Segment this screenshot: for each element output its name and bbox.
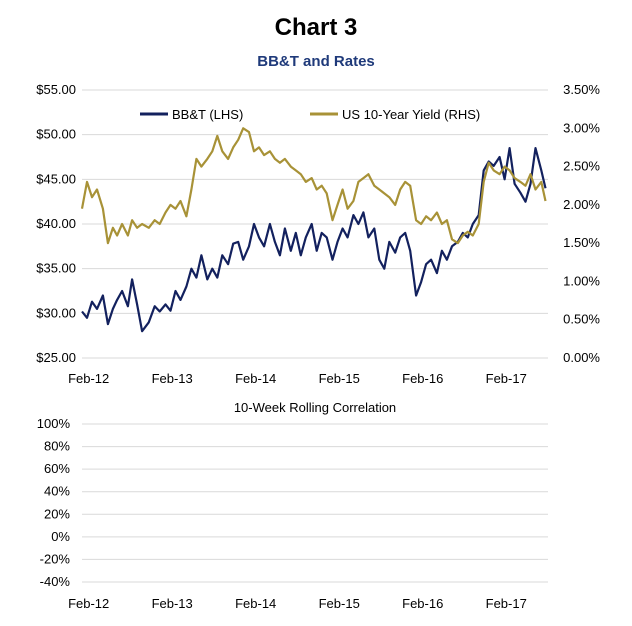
left-axis-tick-label: $40.00 [36,216,76,231]
x-axis-tick-label: Feb-13 [152,371,193,386]
legend-label-yield: US 10-Year Yield (RHS) [342,107,480,122]
legend-label-bbt: BB&T (LHS) [172,107,243,122]
left-axis-tick-label: $55.00 [36,82,76,97]
chart-subtitle: BB&T and Rates [257,53,375,70]
right-axis-tick-label: 1.50% [563,235,600,250]
left-axis-tick-label: $50.00 [36,127,76,142]
right-axis-tick-label: 3.00% [563,120,600,135]
correlation-x-tick-label: Feb-15 [319,596,360,611]
correlation-y-tick-label: 100% [37,416,71,431]
x-axis-tick-label: Feb-17 [486,371,527,386]
correlation-y-tick-label: 80% [44,439,70,454]
correlation-x-tick-label: Feb-14 [235,596,276,611]
series-line-yield [80,127,547,245]
left-axis-tick-label: $45.00 [36,171,76,186]
correlation-y-tick-label: -40% [40,574,71,589]
right-axis-tick-label: 0.00% [563,350,600,365]
x-axis-tick-label: Feb-16 [402,371,443,386]
x-axis-tick-label: Feb-15 [319,371,360,386]
correlation-y-tick-label: 60% [44,461,70,476]
correlation-x-tick-label: Feb-12 [68,596,109,611]
correlation-x-tick-label: Feb-13 [152,596,193,611]
chart-title: Chart 3 [274,14,358,41]
correlation-y-tick-label: 0% [51,529,70,544]
series-line-bbt [81,147,547,333]
correlation-chart-title: 10-Week Rolling Correlation [234,400,396,415]
right-axis-tick-label: 3.50% [563,82,600,97]
right-axis-tick-label: 2.00% [563,197,600,212]
right-axis-tick-label: 2.50% [563,159,600,174]
correlation-x-tick-label: Feb-16 [402,596,443,611]
right-axis-tick-label: 0.50% [563,312,600,327]
correlation-y-tick-label: 20% [44,506,70,521]
left-axis-tick-label: $35.00 [36,261,76,276]
left-axis-tick-label: $25.00 [36,350,76,365]
right-axis-tick-label: 1.00% [563,273,600,288]
correlation-y-tick-label: 40% [44,484,70,499]
correlation-x-tick-label: Feb-17 [486,596,527,611]
x-axis-tick-label: Feb-14 [235,371,276,386]
correlation-y-tick-label: -20% [40,551,71,566]
left-axis-tick-label: $30.00 [36,305,76,320]
x-axis-tick-label: Feb-12 [68,371,109,386]
